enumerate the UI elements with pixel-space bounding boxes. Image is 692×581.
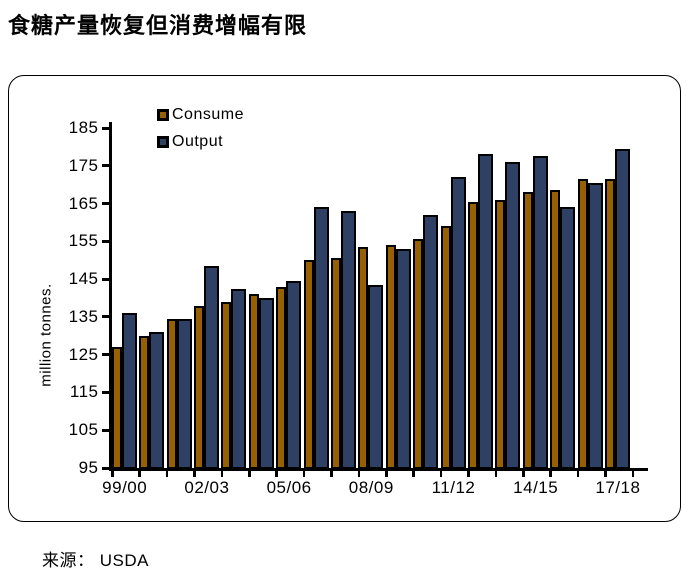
- bar-output-15/16: [560, 207, 576, 469]
- bar-output-07/08: [341, 211, 356, 469]
- bar-output-13/14: [505, 162, 521, 469]
- x-tick: [576, 471, 580, 477]
- legend: Consume Output: [157, 106, 244, 161]
- x-tick: [302, 471, 306, 477]
- y-tick: [101, 164, 109, 168]
- x-tick-label: 17/18: [595, 478, 641, 497]
- bar-consume-06/07: [303, 260, 314, 469]
- bar-consume-12/13: [468, 201, 478, 469]
- bar-consume-05/06: [276, 286, 287, 469]
- bar-output-10/11: [423, 214, 439, 469]
- x-tick-label: 99/00: [102, 478, 148, 497]
- x-tick-label: 14/15: [513, 478, 559, 497]
- bar-consume-02/03: [194, 305, 204, 469]
- y-tick: [101, 277, 109, 281]
- x-tick: [357, 471, 361, 477]
- bar-consume-07/08: [331, 258, 341, 469]
- y-tick: [101, 466, 109, 470]
- x-axis-line: [108, 467, 648, 471]
- y-tick-label: 125: [68, 344, 99, 364]
- y-tick-label: 95: [78, 458, 99, 477]
- bar-consume-04/05: [248, 294, 259, 469]
- x-tick: [494, 471, 498, 477]
- bar-output-09/10: [395, 248, 411, 469]
- x-tick: [275, 471, 278, 477]
- bar-output-11/12: [450, 177, 466, 469]
- bar-output-05/06: [286, 281, 302, 469]
- bar-consume-14/15: [522, 192, 533, 469]
- y-tick-label: 105: [68, 420, 99, 440]
- x-tick: [330, 471, 333, 477]
- y-tick: [101, 428, 109, 432]
- bar-output-99/00: [121, 313, 137, 469]
- bar-output-17/18: [615, 148, 630, 469]
- bar-output-06/07: [313, 207, 329, 469]
- bar-output-01/02: [176, 318, 192, 469]
- bar-output-02/03: [204, 265, 219, 469]
- legend-label-consume: Consume: [172, 106, 244, 123]
- y-tick-label: 175: [68, 155, 99, 175]
- x-tick: [385, 471, 388, 477]
- bar-consume-99/00: [111, 347, 122, 469]
- legend-item-output: Output: [157, 133, 244, 150]
- x-tick: [467, 471, 470, 477]
- bar-consume-01/02: [166, 318, 177, 469]
- y-tick-label: 145: [68, 269, 99, 289]
- y-tick: [101, 353, 109, 357]
- y-axis-title: million tonnes.: [37, 283, 55, 387]
- bar-output-03/04: [231, 288, 247, 469]
- bar-consume-11/12: [440, 226, 451, 469]
- x-tick: [439, 471, 443, 477]
- bar-consume-16/17: [577, 179, 588, 469]
- bar-output-14/15: [532, 156, 548, 469]
- y-tick: [101, 315, 109, 319]
- bar-output-08/09: [368, 284, 384, 469]
- chart-title: 食糖产量恢复但消费增幅有限: [8, 13, 308, 38]
- x-tick: [522, 471, 525, 477]
- bar-output-12/13: [478, 154, 493, 469]
- y-tick-label: 155: [68, 231, 99, 251]
- legend-swatch-consume-icon: [157, 109, 169, 121]
- bar-output-00/01: [149, 332, 165, 469]
- y-tick: [101, 239, 109, 243]
- bar-consume-00/01: [139, 335, 150, 469]
- x-tick: [412, 471, 415, 477]
- x-tick-label: 02/03: [184, 478, 230, 497]
- x-tick: [604, 471, 607, 477]
- x-tick: [220, 471, 224, 477]
- legend-swatch-output-icon: [157, 136, 169, 148]
- y-tick: [101, 126, 109, 130]
- legend-item-consume: Consume: [157, 106, 244, 123]
- x-tick: [631, 471, 635, 477]
- bar-output-16/17: [587, 182, 603, 469]
- y-tick-label: 115: [69, 382, 99, 402]
- bar-consume-17/18: [605, 179, 615, 469]
- y-tick: [101, 202, 109, 206]
- bar-consume-09/10: [385, 245, 396, 469]
- x-tick: [193, 471, 196, 477]
- x-tick: [165, 471, 169, 477]
- source-line: 来源： USDA: [42, 551, 149, 570]
- x-tick: [549, 471, 552, 477]
- legend-label-output: Output: [172, 133, 224, 150]
- x-tick-label: 08/09: [348, 478, 394, 497]
- y-tick: [101, 390, 109, 394]
- y-tick-label: 165: [68, 193, 99, 213]
- bar-consume-13/14: [495, 199, 506, 469]
- x-tick-label: 11/12: [431, 478, 476, 497]
- y-axis-line: [108, 122, 112, 471]
- bar-output-04/05: [258, 298, 274, 469]
- bar-consume-10/11: [413, 239, 424, 469]
- bar-consume-08/09: [358, 247, 369, 469]
- bar-consume-03/04: [221, 301, 232, 469]
- x-tick: [248, 471, 251, 477]
- x-tick: [138, 471, 141, 477]
- bar-consume-15/16: [550, 190, 561, 469]
- x-tick-label: 05/06: [266, 478, 312, 497]
- y-tick-label: 135: [68, 306, 99, 326]
- x-tick: [111, 471, 114, 477]
- y-tick-label: 185: [68, 118, 99, 137]
